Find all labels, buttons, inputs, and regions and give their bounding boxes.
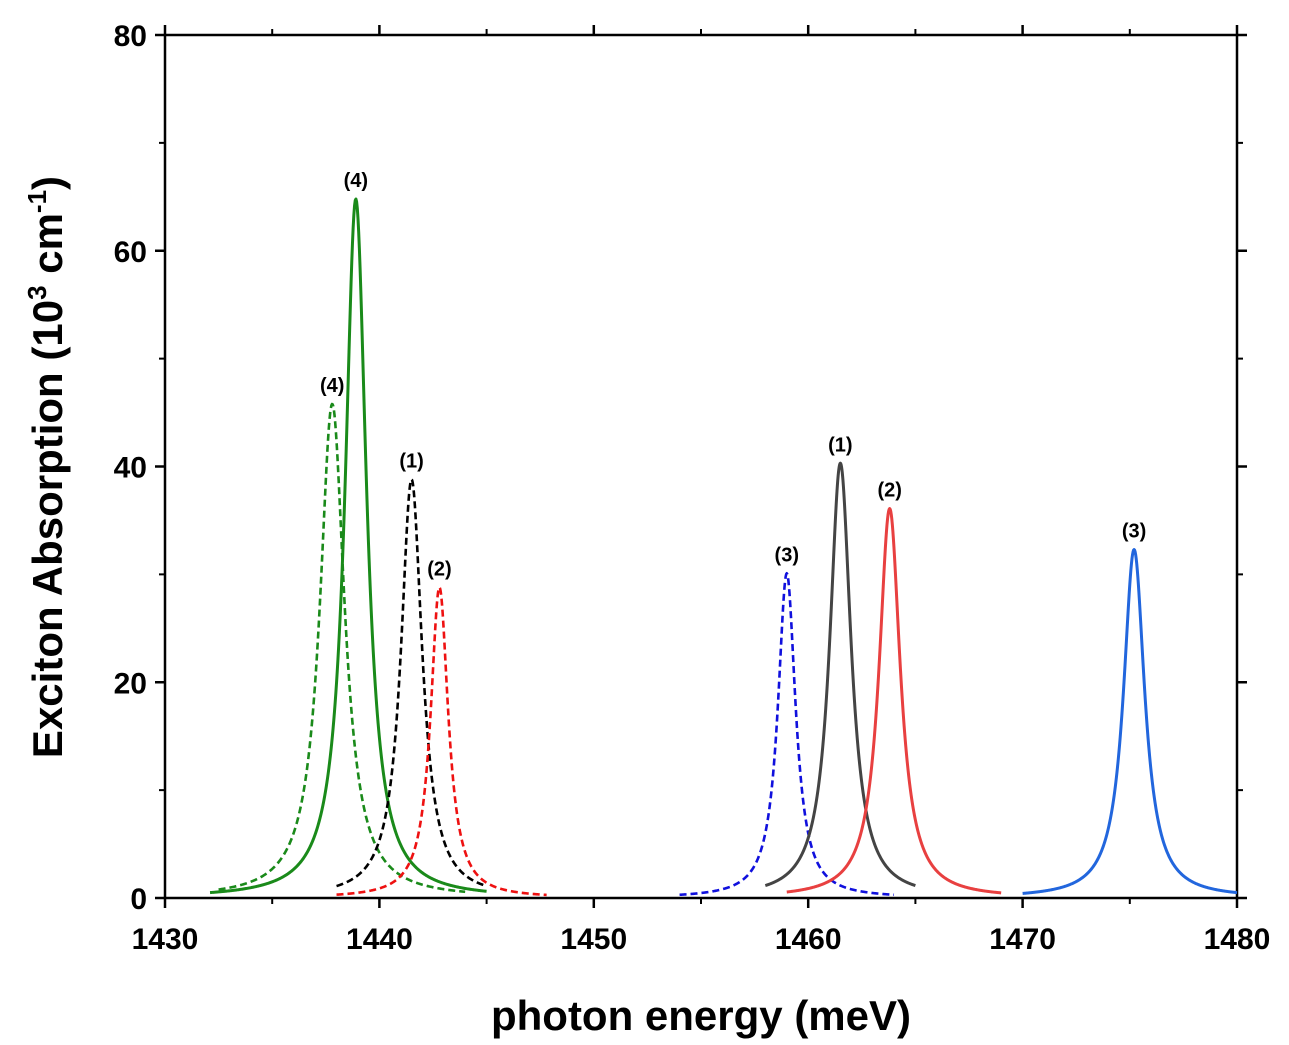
y-axis-title-unit-sup: -1 — [22, 190, 52, 213]
peak-label-4: (3) — [775, 544, 799, 566]
peak-label-0: (4) — [320, 375, 344, 397]
peak-label-2: (1) — [399, 450, 423, 472]
plot-frame — [163, 33, 1239, 900]
peak-label-3: (2) — [427, 558, 451, 580]
x-tick-label: 1430 — [132, 923, 199, 956]
y-tick-label: 80 — [114, 20, 147, 53]
x-tick-label: 1450 — [560, 923, 627, 956]
y-axis-title-close: ) — [24, 176, 71, 190]
y-axis-title: Exciton Absorption (103 cm-1) — [22, 176, 71, 758]
series-line-5 — [764, 461, 917, 888]
series-line-2 — [335, 478, 488, 888]
y-tick-label: 20 — [114, 667, 147, 700]
plot-area — [163, 33, 1239, 900]
y-tick-label: 60 — [114, 236, 147, 269]
series-line-6 — [785, 507, 1003, 895]
peak-label-5: (1) — [828, 434, 852, 456]
x-axis-ticks: 1430 1440 1450 1460 1470 1480 — [132, 25, 1271, 956]
peak-label-7: (3) — [1122, 521, 1146, 543]
y-tick-label: 0 — [130, 883, 147, 916]
x-tick-label: 1460 — [775, 923, 842, 956]
x-tick-label: 1440 — [346, 923, 413, 956]
x-tick-label: 1480 — [1204, 923, 1271, 956]
peak-label-1: (4) — [344, 170, 368, 192]
y-tick-label: 40 — [114, 452, 147, 485]
series-line-0 — [217, 402, 466, 894]
peak-label-6: (2) — [877, 480, 901, 502]
series-line-1 — [209, 197, 488, 895]
series-line-3 — [335, 586, 548, 897]
series-line-4 — [678, 572, 895, 897]
y-axis-ticks: 0 20 40 60 80 — [114, 20, 1247, 916]
y-axis-title-sup: 3 — [22, 285, 52, 299]
y-axis-title-main: Exciton Absorption (10 — [24, 300, 71, 758]
x-tick-label: 1470 — [989, 923, 1056, 956]
y-axis-title-unit: cm — [24, 213, 71, 285]
x-axis-title: photon energy (meV) — [491, 992, 911, 1039]
peak-labels: (4) (4) (1) (2) (3) (1) (2) (3) — [320, 170, 1146, 580]
series-layer — [209, 197, 1238, 897]
series-line-7 — [1021, 548, 1238, 895]
